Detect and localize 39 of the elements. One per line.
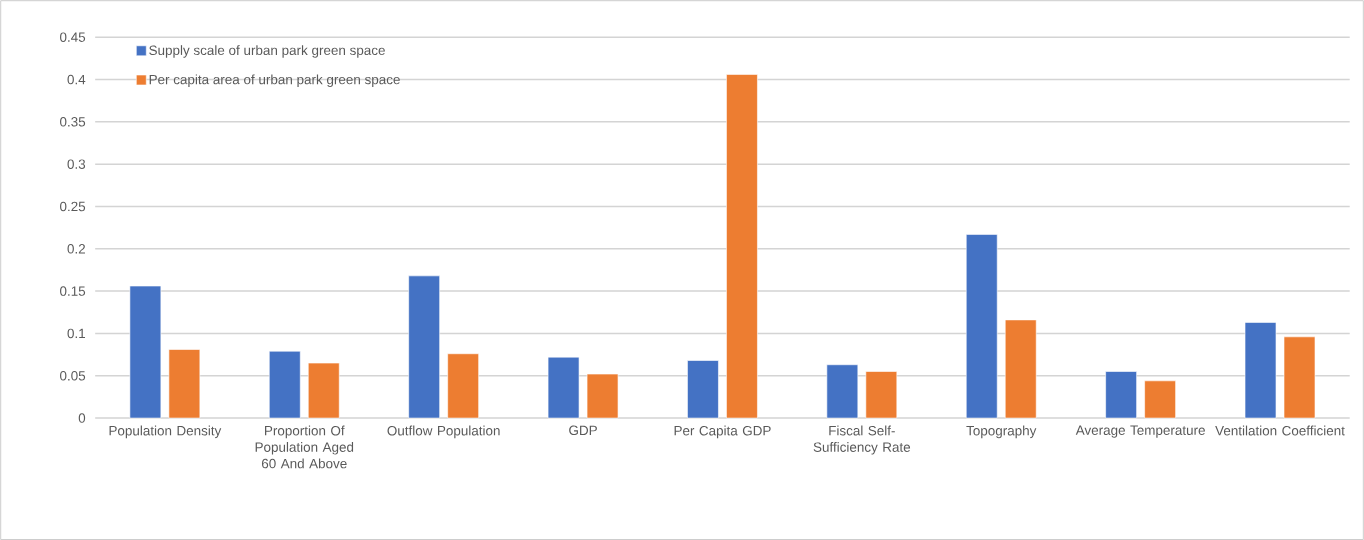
legend-label: Per capita area of urban park green space — [149, 74, 400, 87]
legend-label: Supply scale of urban park green space — [149, 45, 385, 58]
bar — [586, 373, 619, 419]
bar — [1144, 380, 1176, 419]
bar — [1004, 319, 1037, 419]
y-tick-label: 0.15 — [60, 286, 86, 296]
bar — [726, 74, 758, 419]
y-tick-label: 0.05 — [60, 370, 86, 381]
x-tick-label: Average Temperature — [1075, 425, 1205, 438]
x-tick-label: Population Density — [109, 425, 222, 439]
y-tick-label: 0 — [78, 413, 86, 423]
y-tick-label: 0.3 — [67, 159, 86, 169]
y-tick-label: 0.4 — [67, 74, 86, 85]
bar — [168, 349, 201, 419]
x-tick-label: Ventilation Coefficient — [1215, 425, 1345, 436]
y-tick-label: 0.2 — [67, 243, 85, 254]
bar — [865, 371, 898, 419]
bar — [826, 364, 859, 419]
x-tick-label: Topography — [966, 425, 1037, 439]
bar — [965, 233, 998, 419]
x-tick-label: Proportion Of Population Aged 60 And Above — [255, 425, 354, 469]
x-tick-label: Fiscal Self-Sufficiency Rate — [813, 425, 911, 455]
x-tick-label: GDP — [569, 425, 597, 435]
bar — [1244, 322, 1277, 419]
y-tick-label: 0.35 — [60, 116, 86, 127]
x-tick-label: Per Capita GDP — [674, 425, 771, 439]
bar — [547, 356, 580, 419]
bar — [307, 362, 340, 419]
bar — [408, 275, 440, 419]
bar — [268, 350, 301, 419]
bar — [129, 285, 162, 419]
bar — [1105, 371, 1137, 419]
y-tick-label: 0.1 — [67, 328, 86, 339]
y-tick-label: 0.45 — [60, 32, 86, 42]
bar — [687, 360, 719, 419]
x-tick-label: Outflow Population — [387, 425, 500, 439]
y-tick-label: 0.25 — [60, 201, 86, 212]
bar — [1283, 336, 1316, 419]
bar — [447, 353, 479, 419]
